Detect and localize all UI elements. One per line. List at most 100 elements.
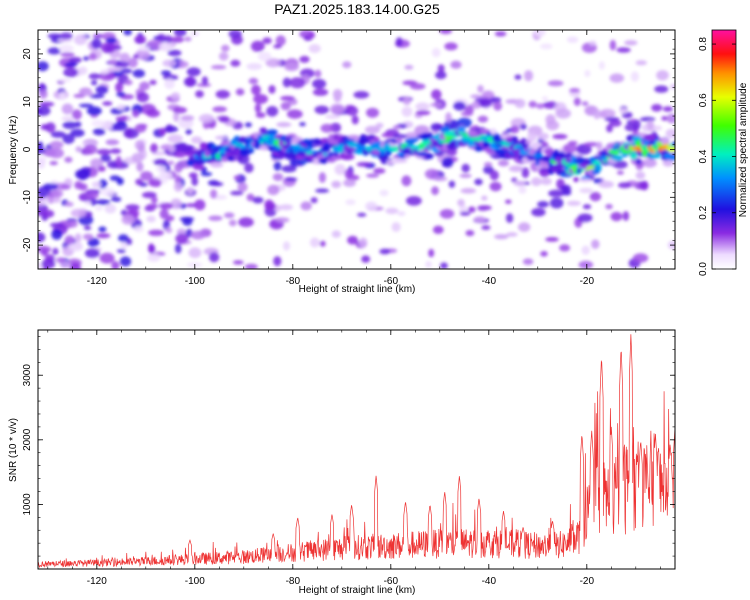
- heatmap-speckle: [148, 243, 155, 254]
- y-tick-label: -10: [22, 190, 33, 205]
- heatmap-speckle: [459, 211, 471, 216]
- heatmap-ridge-cell: [353, 134, 360, 143]
- heatmap-speckle: [195, 90, 204, 98]
- heatmap-speckle: [346, 106, 359, 116]
- heatmap-speckle: [194, 199, 206, 211]
- heatmap-speckle: [272, 173, 284, 182]
- heatmap-speckle: [99, 69, 110, 75]
- heatmap-speckle: [200, 172, 213, 177]
- y-tick-label: 0: [22, 146, 33, 152]
- heatmap-speckle: [61, 103, 74, 115]
- heatmap-speckle: [514, 74, 522, 80]
- heatmap-speckle: [318, 172, 326, 183]
- heatmap-ridge-cell: [322, 146, 330, 150]
- heatmap-speckle: [351, 115, 359, 125]
- heatmap-speckle: [65, 201, 74, 207]
- heatmap-speckle: [405, 131, 420, 139]
- heatmap-speckle: [173, 181, 183, 192]
- heatmap-speckle: [606, 124, 613, 133]
- heatmap-speckle: [119, 52, 131, 64]
- heatmap-speckle: [64, 235, 75, 245]
- heatmap-speckle: [159, 127, 167, 136]
- heatmap-ridge-cell: [410, 137, 419, 143]
- heatmap-speckle: [182, 218, 193, 226]
- heatmap-ridge-cell: [592, 160, 602, 166]
- x-tick-label: -120: [87, 576, 107, 587]
- heatmap-speckle: [149, 79, 157, 85]
- heatmap-speckle: [282, 241, 291, 251]
- heatmap-speckle: [187, 186, 194, 195]
- heatmap-speckle: [563, 143, 578, 154]
- heatmap-speckle: [397, 211, 406, 217]
- heatmap-speckle: [522, 258, 534, 266]
- heatmap-speckle: [314, 105, 330, 115]
- heatmap-speckle: [90, 158, 104, 169]
- heatmap-speckle: [102, 101, 113, 106]
- heatmap-speckle: [415, 102, 430, 111]
- heatmap-ridge-cell: [511, 136, 518, 143]
- heatmap-speckle: [123, 30, 132, 36]
- heatmap-speckle: [201, 76, 208, 86]
- heatmap-speckle: [173, 111, 180, 122]
- heatmap-speckle: [536, 103, 545, 109]
- heatmap-speckle: [669, 83, 675, 90]
- heatmap-speckle: [633, 119, 641, 131]
- colorbar-label: Normalized spectral amplitude: [738, 82, 749, 217]
- heatmap-speckle: [656, 70, 669, 81]
- heatmap-ridge-cell: [248, 148, 255, 154]
- heatmap-speckle: [662, 106, 674, 112]
- heatmap-speckle: [62, 121, 78, 129]
- heatmap-speckle: [591, 239, 600, 249]
- heatmap-speckle: [471, 101, 482, 109]
- heatmap-ridge-cell: [558, 151, 566, 159]
- snr-y-axis: 1000 2000 3000: [22, 336, 675, 557]
- heatmap-speckle: [282, 77, 292, 88]
- heatmap-speckle: [121, 214, 135, 225]
- y-tick-label: 10: [22, 96, 33, 108]
- heatmap-speckle: [43, 183, 59, 191]
- heatmap-speckle: [280, 95, 295, 101]
- heatmap-speckle: [391, 222, 401, 232]
- heatmap-speckle: [125, 127, 133, 139]
- heatmap-speckle: [147, 39, 162, 50]
- heatmap-speckle: [244, 163, 254, 173]
- colorbar-tick-label: 0.6: [698, 93, 709, 107]
- heatmap-speckle: [56, 257, 66, 263]
- colorbar-ticks: 0.0 0.2 0.4 0.6 0.8: [698, 37, 736, 276]
- heatmap-speckle: [415, 110, 431, 116]
- heatmap-speckle: [238, 217, 254, 228]
- heatmap-ridge-cell: [221, 156, 228, 162]
- heatmap-speckle: [392, 125, 401, 130]
- heatmap-speckle: [67, 220, 78, 228]
- heatmap-speckle: [284, 62, 299, 72]
- heatmap-speckle: [208, 252, 220, 263]
- heatmap-speckle: [379, 189, 389, 197]
- heatmap-speckle: [540, 251, 548, 257]
- heatmap-speckle: [281, 165, 297, 173]
- heatmap-speckle: [531, 207, 546, 217]
- heatmap-speckle: [98, 226, 107, 233]
- snr-series-line: [38, 334, 675, 569]
- heatmap-speckle: [246, 63, 263, 70]
- heatmap-ridge-cell: [204, 150, 211, 158]
- heatmap-speckle: [493, 101, 503, 111]
- heatmap-speckle: [38, 83, 46, 92]
- heatmap-speckle: [609, 73, 625, 83]
- heatmap-speckle: [358, 237, 368, 248]
- heatmap-ridge-cell: [666, 146, 675, 152]
- heatmap-speckle: [87, 237, 100, 247]
- heatmap-speckle: [63, 67, 79, 78]
- heatmap-speckle: [230, 190, 244, 196]
- heatmap-speckle: [83, 225, 92, 231]
- heatmap-speckle: [439, 209, 455, 219]
- heatmap-speckle: [188, 172, 198, 179]
- heatmap-speckle: [155, 165, 167, 172]
- heatmap-speckle: [583, 142, 600, 147]
- heatmap-speckle: [477, 115, 489, 123]
- x-tick-label: -20: [580, 276, 595, 287]
- heatmap-speckle: [164, 35, 173, 44]
- heatmap-speckle: [95, 85, 109, 95]
- heatmap-speckle: [134, 35, 147, 45]
- heatmap-speckle: [70, 128, 85, 138]
- heatmap-speckle: [69, 262, 81, 269]
